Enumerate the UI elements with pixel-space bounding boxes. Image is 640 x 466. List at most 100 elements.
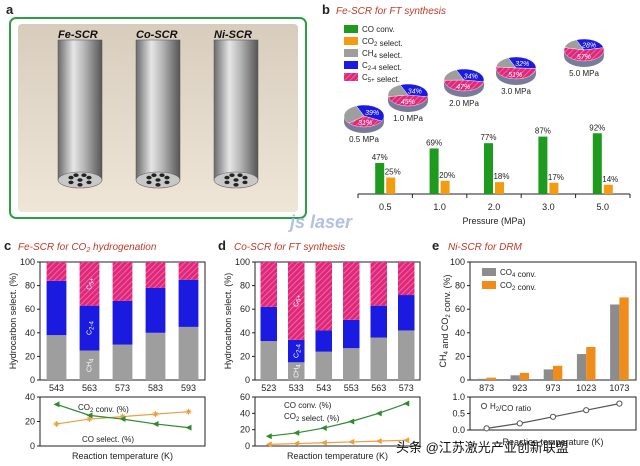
tube-channel-hole [77,178,83,182]
tube-channel-hole [242,180,248,185]
b-legend-swatch [344,61,358,69]
e-legend-entry-part: conv. [515,270,536,279]
b-pie-label: 5.0 MPa [569,69,599,78]
b-bar-co2-select [603,184,613,194]
panel-c-in-bar-label: C5+ [87,277,96,289]
e-bar-co2-conv [486,377,496,380]
tube-channel-hole [155,183,161,187]
panel-d-x-tick-label: 563 [371,383,386,393]
panel-c-bar-c2-4 [79,305,100,351]
panel-d-in-bar-label-part: 4 [296,364,302,368]
panel-c-title: Fe-SCR for CO2 hydrogenation [18,242,157,254]
tube-channel-hole [164,175,170,180]
panel-d-in-bar-label: C5+ [293,294,302,306]
panel-c-bar-c5- [178,262,199,280]
b-bar-co-conv [592,133,602,194]
panel-c-bar-c5- [46,262,67,281]
panel-c-in-bar-label-part: 2-4 [90,321,96,330]
panel-a-label: a [6,2,14,17]
b-legend-entry-part: select. [375,75,400,84]
tube-channel-hole [164,180,170,185]
b-pie-slice [348,115,383,128]
e-line-marker [516,420,523,427]
panel-c-y-tick-label: 20 [25,351,35,361]
panel-c-y-tick-label: 60 [25,304,35,314]
panel-d-bar-ch4 [260,341,277,380]
b-pie-slice-label: 34% [464,73,478,80]
panel-c-line-marker [152,420,159,427]
b-pie-slice [443,69,465,81]
b-x-tick-label: 3.0 [542,202,555,212]
b-pie-slice [387,84,409,97]
panel-d-y-tick-label: 0 [245,375,250,385]
b-legend-swatch [344,73,358,81]
tube-channel-hole [224,180,230,185]
e-legend-entry: CO4 conv. [500,268,536,279]
e-y-axis-label-part: CH [438,355,448,368]
panel-d-bar-c2-4 [288,339,305,363]
panel-c-line-marker [119,413,126,420]
e-line-legend-label: H2/CO ratio [490,402,532,413]
panel-d-bar-ch4 [370,337,387,380]
panel-c-bar-ch4 [178,326,199,380]
b-bar-co-conv-label: 92% [589,123,605,132]
panel-d-line-y-tick-label: 40 [240,408,250,418]
b-pie-label: 1.0 MPa [393,114,423,123]
panel-d-bar-c5- [398,262,415,296]
panel-d-title: Co-SCR for FT synthesis [234,242,345,253]
e-line-legend-label-part: /CO ratio [499,404,532,413]
panel-d-x-tick-label: 523 [261,383,276,393]
panel-c-title-sub: 2 [85,247,90,254]
panel-c-x-tick-label: 593 [181,383,196,393]
d-line-label-co2-select: CO2 select. (%) [284,412,340,423]
b-legend-entry-part: CO [362,37,374,46]
b-bar-co-conv [484,143,493,194]
e-y-axis-label-part: 2 [446,314,452,318]
e-bar-ch4-conv [543,369,553,380]
e-bar-co2-conv [586,346,596,380]
panel-d-line-y-tick-label: 20 [240,425,250,435]
c-line-label-co-select: CO select. (%) [82,435,134,444]
b-bar-co-conv-label: 69% [426,138,442,147]
b-pie-slice-label: 57% [577,54,591,61]
panel-c-in-bar-label: C2-4 [87,321,96,335]
panel-d-line-marker [348,438,355,445]
b-legend-entry: CO2 select. [362,37,403,48]
b-legend-entry: CH4 select. [362,49,402,60]
panel-c-y-tick-label: 40 [25,328,35,338]
d-line-label-co2-select-part: CO [284,412,296,421]
e-y-axis-label-part: 4 [444,351,450,355]
e-line-legend-label-part: H [490,402,496,411]
tube-channel-hole [151,173,157,177]
b-pie-slice-label: 47% [456,84,470,91]
b-x-tick-label: 2.0 [488,202,501,212]
b-bar-co2-select-label: 14% [602,175,618,184]
panel-c-in-bar-label-part: CH [87,362,94,372]
panel-d-x-tick-label: 543 [316,383,331,393]
b-x-axis-label: Pressure (MPa) [462,216,525,226]
e-legend-entry-part: CO [500,281,512,290]
e-y-axis-label-part: conv. (%) [442,274,452,314]
panel-e-label: e [432,238,439,253]
b-legend-entry-part: select. [377,39,402,48]
b-bar-co-conv-label: 77% [480,133,496,142]
b-legend-entry: CO conv. [362,25,395,34]
panel-d-in-bar-label-part: 2-4 [296,344,302,353]
panel-d-x-tick-label: 553 [344,383,359,393]
e-legend-entry: CO2 conv. [500,281,536,292]
panel-d-label: d [218,238,226,253]
panel-c-line-marker [119,416,126,423]
e-line-y-tick-label: 0.5 [452,409,465,419]
panel-a-photo: Fe-SCR Co-SCR Ni-SCR [9,17,307,219]
b-pie-slice [507,56,537,69]
e-y-axis-label-part: and CO [440,318,450,352]
b-pie-slice-label: 34% [408,88,422,95]
b-x-tick-label: 1.0 [433,202,446,212]
panel-c-line-marker [53,401,60,408]
panel-d-x-tick-label: 533 [289,383,304,393]
tube-body [135,39,181,181]
tube-channel-hole [73,173,79,177]
panel-d-in-bar-label: C2-4 [293,344,302,358]
